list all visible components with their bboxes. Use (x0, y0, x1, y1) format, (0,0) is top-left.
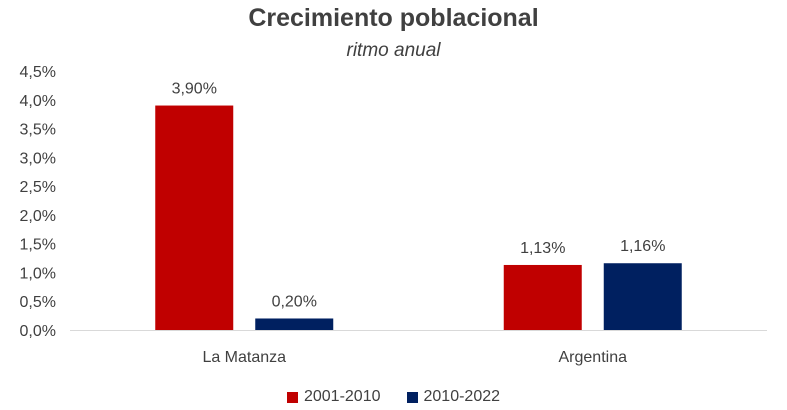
legend: 2001-2010 2010-2022 (0, 388, 787, 406)
data-label: 1,16% (620, 238, 665, 255)
legend-label-2001-2010: 2001-2010 (303, 388, 381, 405)
bar-2001-2010-la-matanza (155, 105, 234, 331)
chart-title: Crecimiento poblacional (248, 4, 539, 32)
bar-2001-2010-argentina (503, 264, 582, 330)
y-tick-label: 1,0% (20, 265, 56, 282)
data-label: 0,20% (272, 293, 317, 310)
x-tick-label: Argentina (559, 349, 628, 366)
y-tick-label: 3,0% (20, 150, 56, 167)
y-tick-label: 0,0% (20, 323, 56, 340)
bar-2010-2022-argentina (603, 263, 682, 330)
y-tick-label: 2,5% (20, 179, 56, 196)
y-tick-label: 4,5% (20, 64, 56, 81)
y-tick-label: 3,5% (20, 122, 56, 139)
legend-label-2010-2022: 2010-2022 (423, 388, 501, 405)
legend-swatch-2010-2022 (406, 391, 418, 403)
y-tick-label: 4,0% (20, 93, 56, 110)
y-tick-label: 1,5% (20, 237, 56, 254)
legend-item-2001-2010: 2001-2010 (286, 388, 381, 406)
legend-item-2010-2022: 2010-2022 (406, 388, 501, 406)
x-tick-label: La Matanza (202, 349, 286, 366)
chart-subtitle: ritmo anual (346, 40, 441, 61)
data-label: 1,13% (520, 240, 565, 257)
bar-2010-2022-la-matanza (255, 318, 334, 330)
y-tick-label: 0,5% (20, 294, 56, 311)
y-tick-label: 2,0% (20, 208, 56, 225)
data-label: 3,90% (172, 81, 217, 98)
legend-swatch-2001-2010 (286, 391, 298, 403)
